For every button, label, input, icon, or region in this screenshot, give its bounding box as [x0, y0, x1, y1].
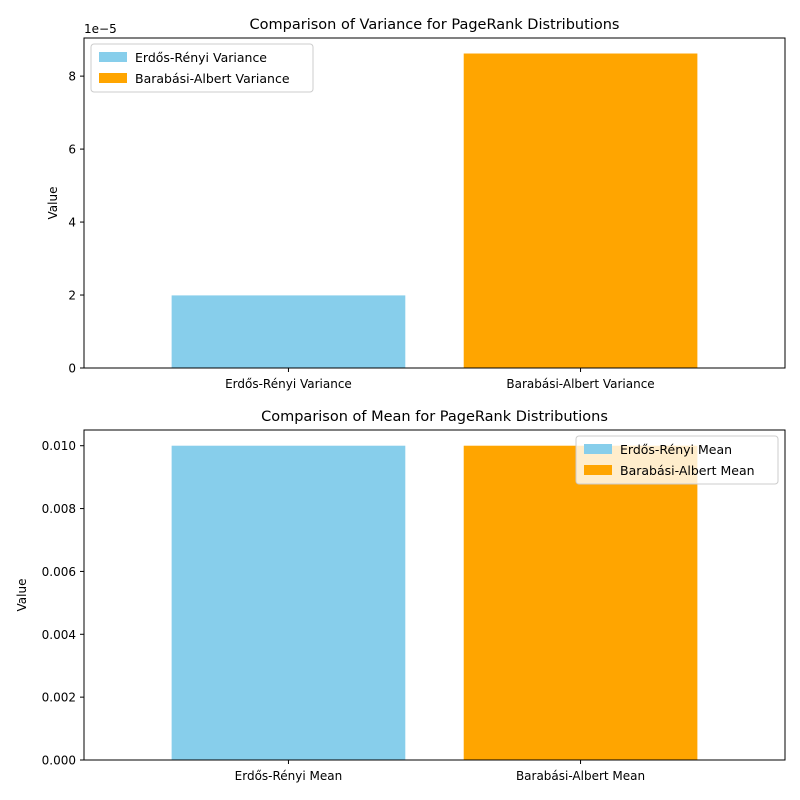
chart-title: Comparison of Variance for PageRank Dist…: [250, 17, 620, 33]
axes-frame: [83, 429, 786, 761]
mean-chart: 0.000 0.002 0.004 0.006 0.008 0.010 Erdős-Rény…: [15, 409, 786, 783]
x-tick-label: Erdős-Rényi Mean: [235, 769, 343, 783]
x-tick-label: Erdős-Rényi Variance: [225, 377, 352, 391]
y-tick-label: 0.008: [42, 502, 76, 516]
y-tick-label: 0.006: [42, 565, 76, 579]
legend-swatch: [584, 465, 612, 475]
legend-box: [90, 43, 314, 93]
y-tick-label: 6: [68, 143, 76, 157]
legend-box: [575, 435, 779, 485]
y-tick-label: 0.000: [42, 754, 76, 768]
y-tick-label: 2: [68, 289, 76, 303]
x-tick-label: Barabási-Albert Variance: [506, 377, 654, 391]
y-axis-label: Value: [46, 187, 60, 220]
legend-label: Barabási-Albert Mean: [620, 463, 755, 478]
y-tick-label: 8: [68, 70, 76, 84]
legend: Erdős-Rényi Variance Barabási-Albert Vari…: [90, 43, 314, 93]
x-tick-label: Barabási-Albert Mean: [516, 769, 645, 783]
y-axis-label: Value: [15, 579, 29, 612]
legend-label: Erdős-Rényi Variance: [135, 50, 267, 65]
legend-swatch: [99, 73, 127, 83]
bar-0: [171, 445, 406, 760]
y-tick-label: 0: [68, 362, 76, 376]
legend-swatch: [99, 52, 127, 62]
y-tick-label: 4: [68, 216, 76, 230]
y-tick-label: 0.002: [42, 691, 76, 705]
y-tick-label: 0.004: [42, 628, 76, 642]
y-tick-label: 0.010: [42, 439, 76, 453]
legend: Erdős-Rényi Mean Barabási-Albert Mean: [575, 435, 779, 485]
y-scale-offset-label: 1e−5: [84, 22, 117, 36]
variance-chart: 0 2 4 6 8 Erdős-Rényi Variance Barabási-Albert…: [46, 17, 786, 391]
legend-label: Barabási-Albert Variance: [135, 71, 290, 86]
legend-label: Erdős-Rényi Mean: [620, 442, 732, 457]
chart-title: Comparison of Mean for PageRank Distribu…: [261, 409, 608, 425]
bar-0: [171, 295, 406, 368]
axes-frame: [83, 37, 786, 369]
legend-swatch: [584, 444, 612, 454]
bar-1: [463, 53, 698, 368]
bar-1: [463, 445, 698, 760]
